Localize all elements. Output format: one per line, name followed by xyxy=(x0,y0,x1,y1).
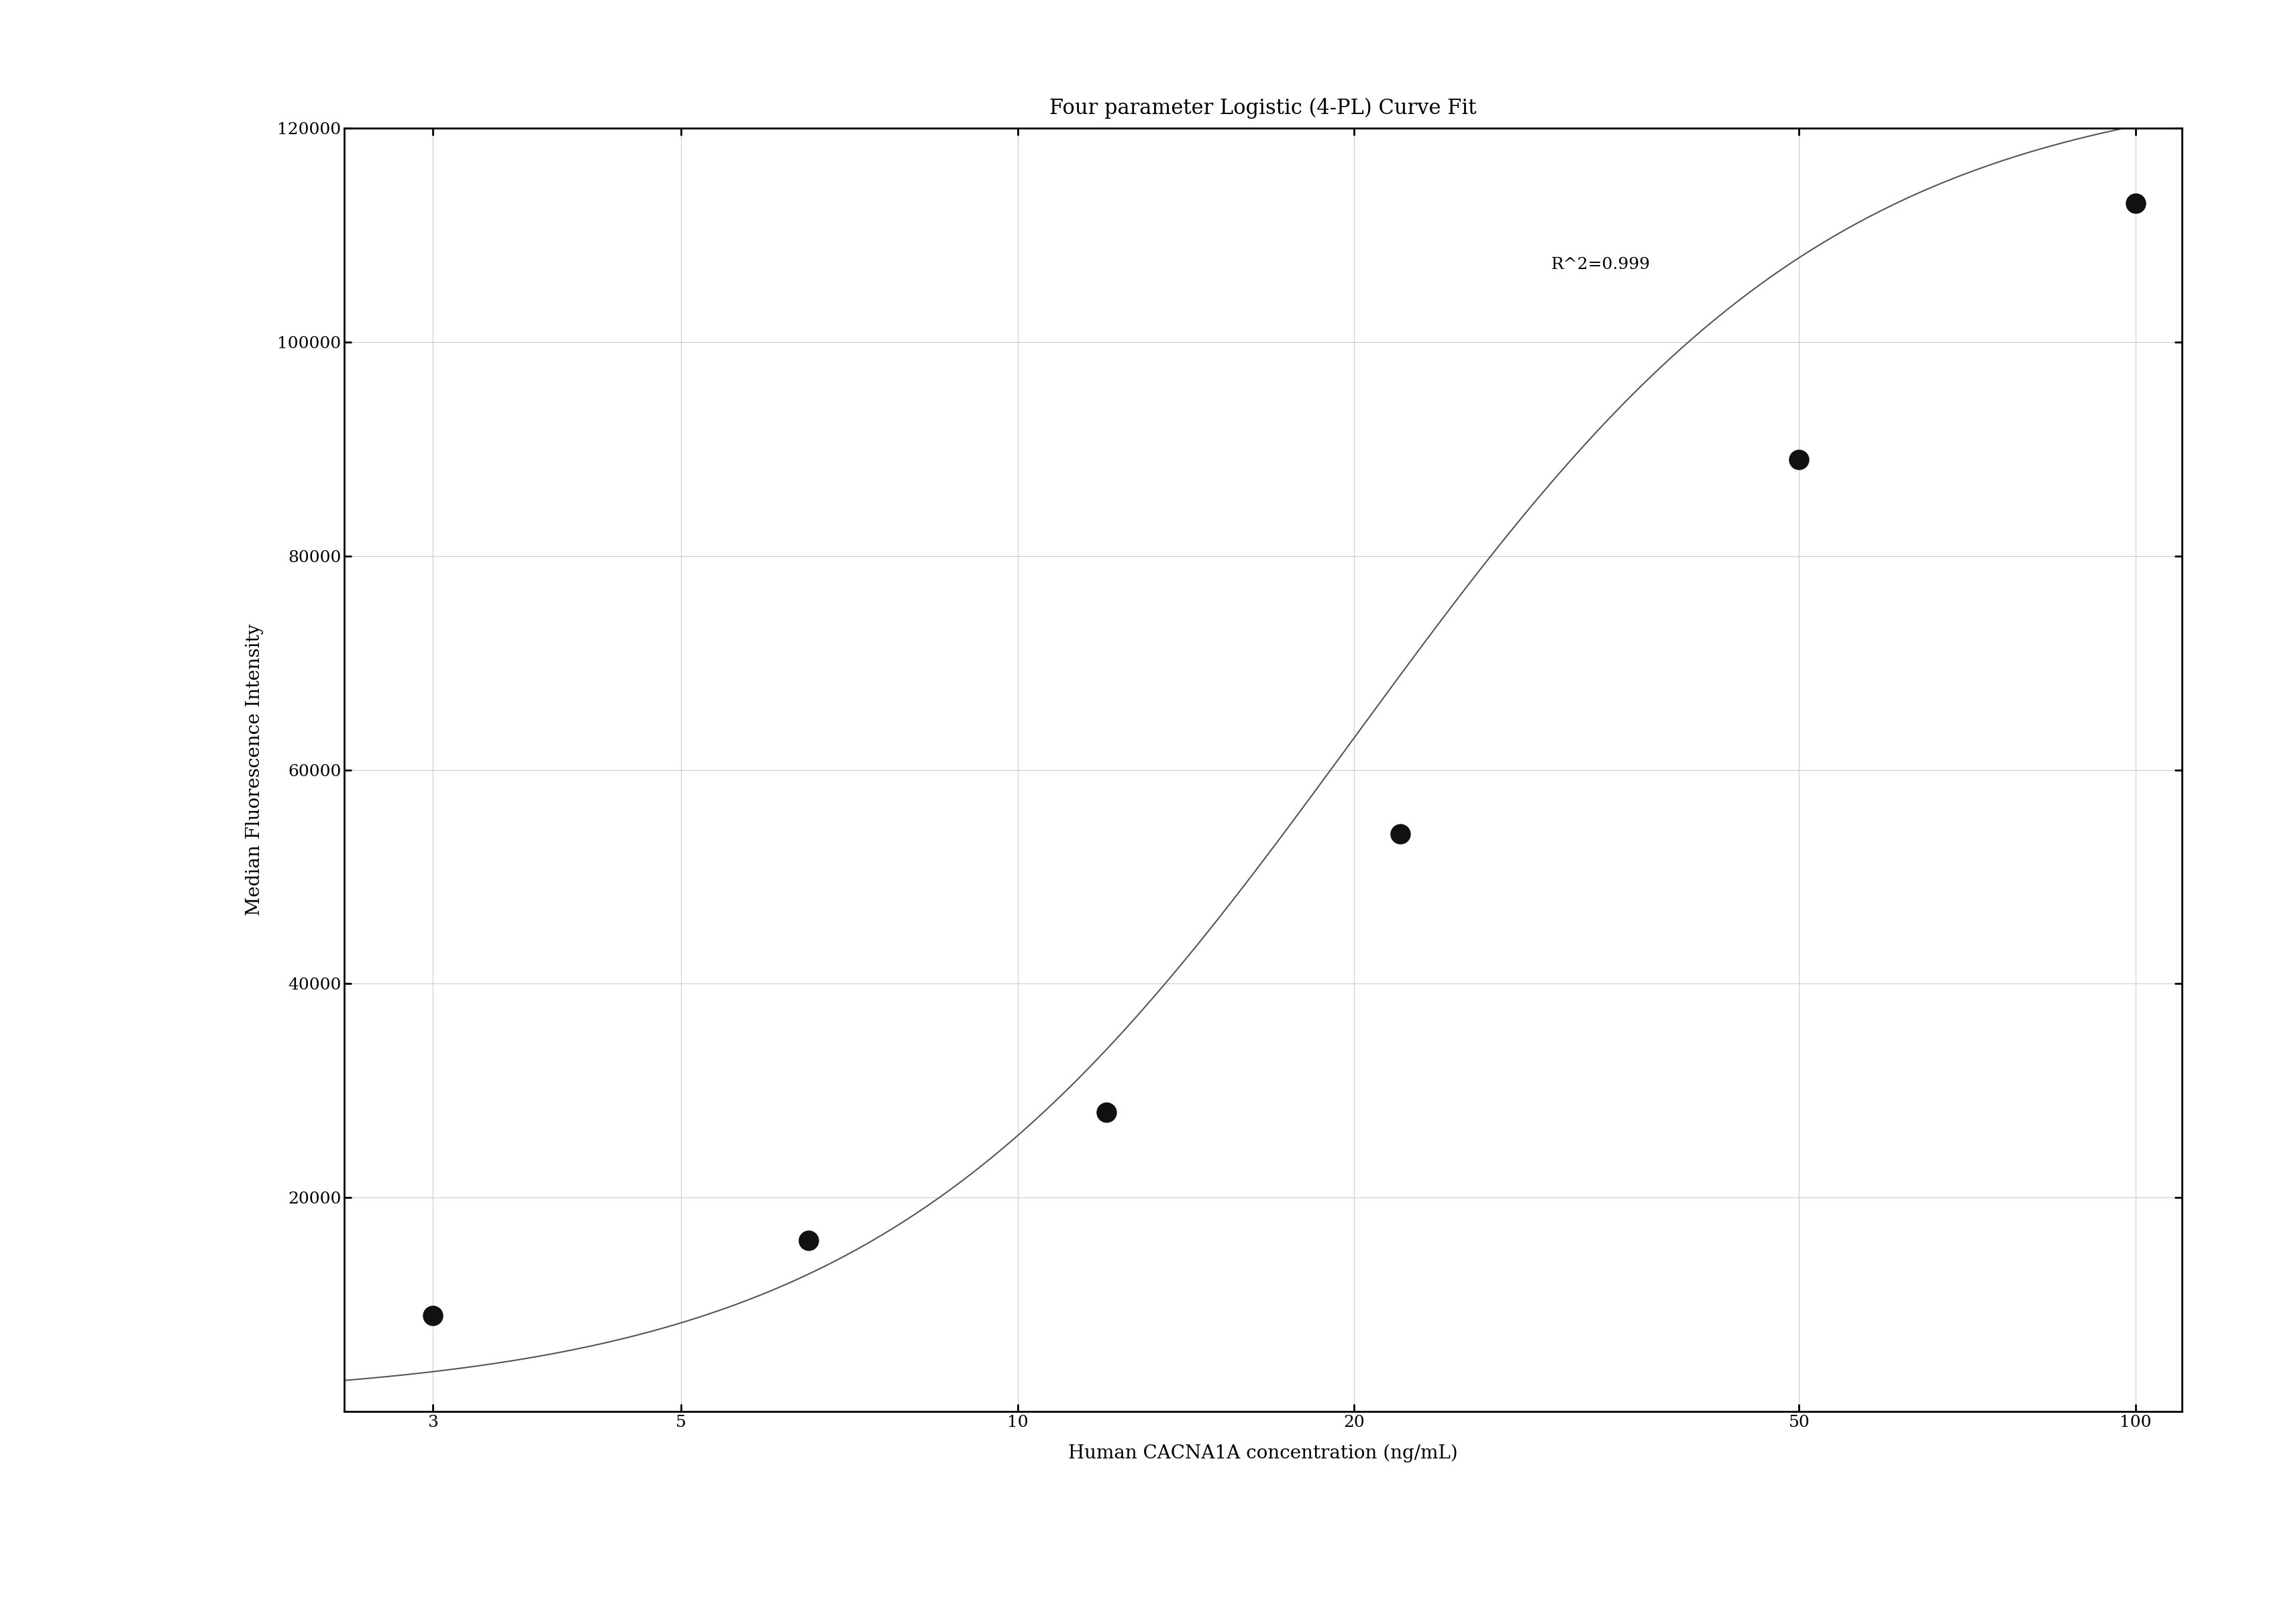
Point xyxy=(1779,448,1816,473)
Point xyxy=(416,1302,452,1328)
Y-axis label: Median Fluorescence Intensity: Median Fluorescence Intensity xyxy=(246,624,264,916)
Point xyxy=(2117,191,2154,217)
Title: Four parameter Logistic (4-PL) Curve Fit: Four parameter Logistic (4-PL) Curve Fit xyxy=(1049,98,1476,119)
X-axis label: Human CACNA1A concentration (ng/mL): Human CACNA1A concentration (ng/mL) xyxy=(1068,1444,1458,1463)
Point xyxy=(1088,1099,1125,1124)
Point xyxy=(1382,821,1419,847)
Text: R^2=0.999: R^2=0.999 xyxy=(1550,257,1651,273)
Point xyxy=(790,1227,827,1253)
